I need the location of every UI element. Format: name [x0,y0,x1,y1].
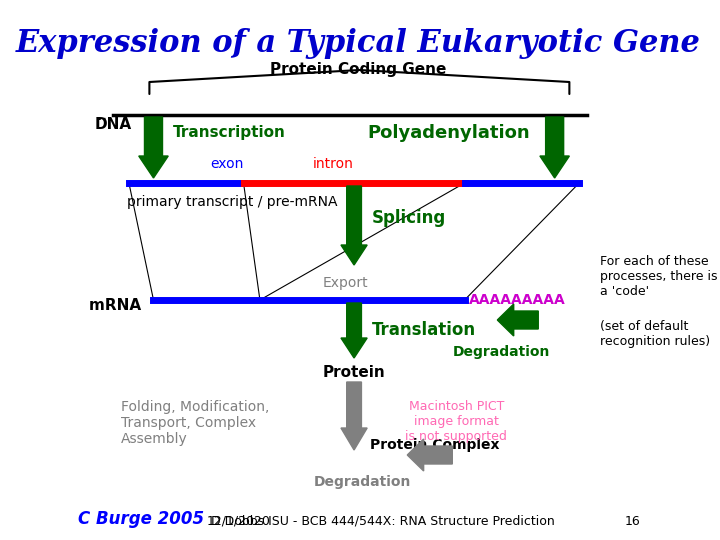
Text: Degradation: Degradation [314,475,411,489]
Text: 16: 16 [625,515,641,528]
Text: For each of these
processes, there is
a 'code': For each of these processes, there is a … [600,255,717,298]
Text: Macintosh PICT
image format
is not supported: Macintosh PICT image format is not suppo… [405,400,508,443]
Text: intron: intron [313,157,354,171]
Text: Polyadenylation: Polyadenylation [367,124,530,142]
Text: Translation: Translation [372,321,476,339]
Text: m​RNA: m​RNA [89,298,141,313]
Polygon shape [498,304,539,336]
Polygon shape [139,117,168,178]
Text: AAAAAAAAA: AAAAAAAAA [469,293,565,307]
Text: primary transcript / pre-mRNA: primary transcript / pre-mRNA [127,195,338,209]
Text: Protein Coding Gene: Protein Coding Gene [270,62,446,77]
Text: Degradation: Degradation [453,345,550,359]
Text: (set of default
recognition rules): (set of default recognition rules) [600,320,710,348]
Text: Transcription: Transcription [173,125,286,140]
Polygon shape [341,382,367,450]
Text: ...: ... [96,106,114,124]
Text: DNA: DNA [94,117,132,132]
Polygon shape [341,186,367,265]
Text: Folding, Modification,
Transport, Complex
Assembly: Folding, Modification, Transport, Comple… [121,400,269,447]
Polygon shape [341,303,367,358]
Text: Splicing: Splicing [372,209,446,227]
Polygon shape [540,117,570,178]
Text: Protein Complex: Protein Complex [370,438,500,452]
Text: 12/1/2020: 12/1/2020 [207,515,271,528]
Text: Protein: Protein [323,365,385,380]
Text: C Burge 2005: C Burge 2005 [78,510,204,528]
Text: D Dobbs ISU - BCB 444/544X: RNA Structure Prediction: D Dobbs ISU - BCB 444/544X: RNA Structur… [211,515,554,528]
Text: Expression of a Typical Eukaryotic Gene: Expression of a Typical Eukaryotic Gene [16,28,701,59]
Text: Export: Export [323,276,369,290]
Polygon shape [408,439,452,471]
Text: exon: exon [210,157,244,171]
